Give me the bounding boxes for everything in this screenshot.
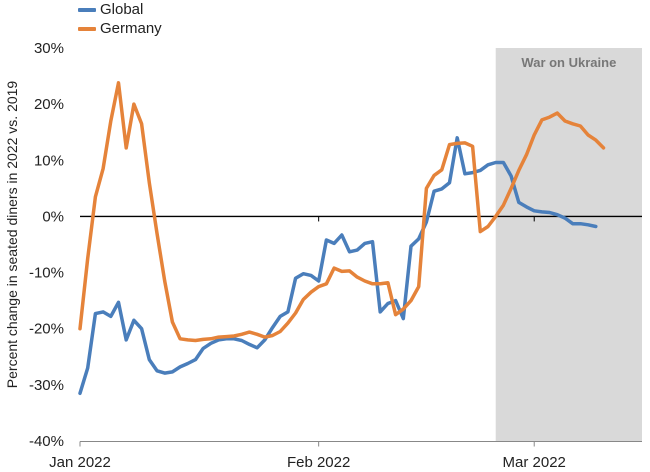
x-tick-label: Mar 2022 — [503, 454, 566, 471]
legend-swatch — [78, 26, 96, 31]
legend-label: Global — [100, 1, 144, 18]
legend-item-germany: Germany — [78, 19, 162, 38]
shaded-region — [495, 48, 642, 441]
y-tick-label: -30% — [29, 377, 64, 394]
series-line-germany — [78, 81, 606, 343]
legend-swatch — [78, 7, 96, 12]
x-axis: Jan 2022 Feb 2022 Mar 2022 — [49, 216, 642, 471]
y-tick-label: 20% — [34, 96, 64, 113]
y-axis-label: Percent change in seated diners in 2022 … — [4, 81, 20, 389]
y-tick-label: -20% — [29, 321, 64, 338]
y-tick-label: 30% — [34, 40, 64, 57]
y-tick-label: -10% — [29, 265, 64, 282]
shaded-region-label: War on Ukraine — [521, 55, 616, 70]
legend-item-global: Global — [78, 0, 162, 19]
y-axis: 30% 20% 10% 0% -10% -20% -30% -40% — [29, 40, 64, 450]
y-tick-label: 10% — [34, 152, 64, 169]
x-tick-label: Feb 2022 — [287, 454, 350, 471]
y-tick-label: 0% — [42, 208, 64, 225]
legend: Global Germany — [78, 0, 162, 38]
legend-label: Germany — [100, 20, 162, 37]
series-layer — [78, 81, 606, 396]
series-line-global — [78, 136, 598, 396]
y-tick-label: -40% — [29, 433, 64, 450]
x-tick-label: Jan 2022 — [49, 454, 111, 471]
